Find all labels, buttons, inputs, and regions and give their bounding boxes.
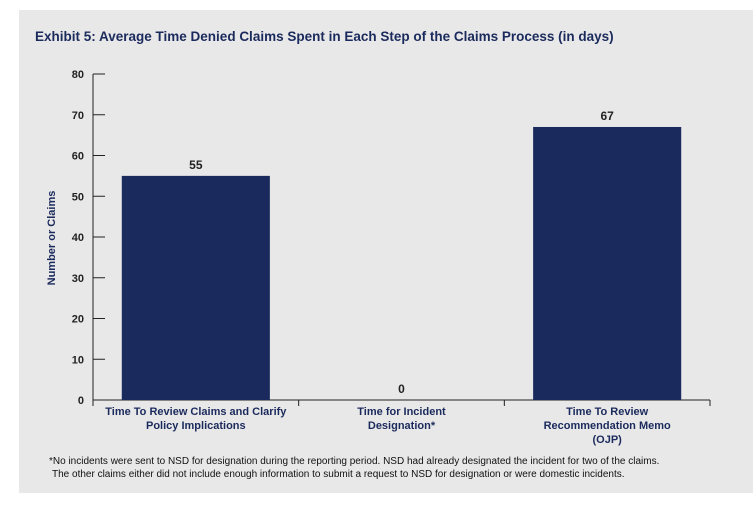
x-tick-label: Recommendation Memo (544, 420, 671, 432)
bars-group (121, 126, 682, 400)
x-tick-label: Policy Implications (146, 420, 246, 432)
y-tick-label: 40 (72, 232, 84, 244)
x-tick-label: Time To Review Claims and Clarify (105, 406, 287, 418)
labels-group: 55 Time To Review Claims and Clarify Polic… (105, 109, 671, 446)
y-tick-label: 0 (78, 395, 84, 407)
x-tick-label: Time To Review (566, 406, 649, 418)
y-tick-label: 80 (72, 69, 84, 81)
x-tick-label: Time for Incident (357, 406, 446, 418)
y-tick-label: 50 (72, 191, 84, 203)
footnote-line-2: The other claims either did not include … (52, 469, 625, 480)
y-axis-label: Number or Claims (46, 191, 58, 286)
y-tick-label: 30 (72, 273, 84, 285)
x-tick-label: Designation* (368, 420, 436, 432)
bar (533, 126, 682, 400)
chart-title: Exhibit 5: Average Time Denied Claims Sp… (35, 29, 614, 44)
data-label: 55 (189, 158, 203, 172)
y-tick-label: 70 (72, 110, 84, 122)
x-tick-label: (OJP) (592, 434, 622, 446)
data-label: 0 (398, 382, 405, 396)
footnote-line-1: *No incidents were sent to NSD for desig… (49, 456, 659, 467)
bar (121, 175, 270, 400)
axes: 0 10 20 30 40 50 60 70 80 (72, 69, 711, 407)
y-tick-label: 10 (72, 354, 84, 366)
y-tick-label: 60 (72, 151, 84, 163)
y-tick-label: 20 (72, 314, 84, 326)
data-label: 67 (600, 109, 614, 123)
